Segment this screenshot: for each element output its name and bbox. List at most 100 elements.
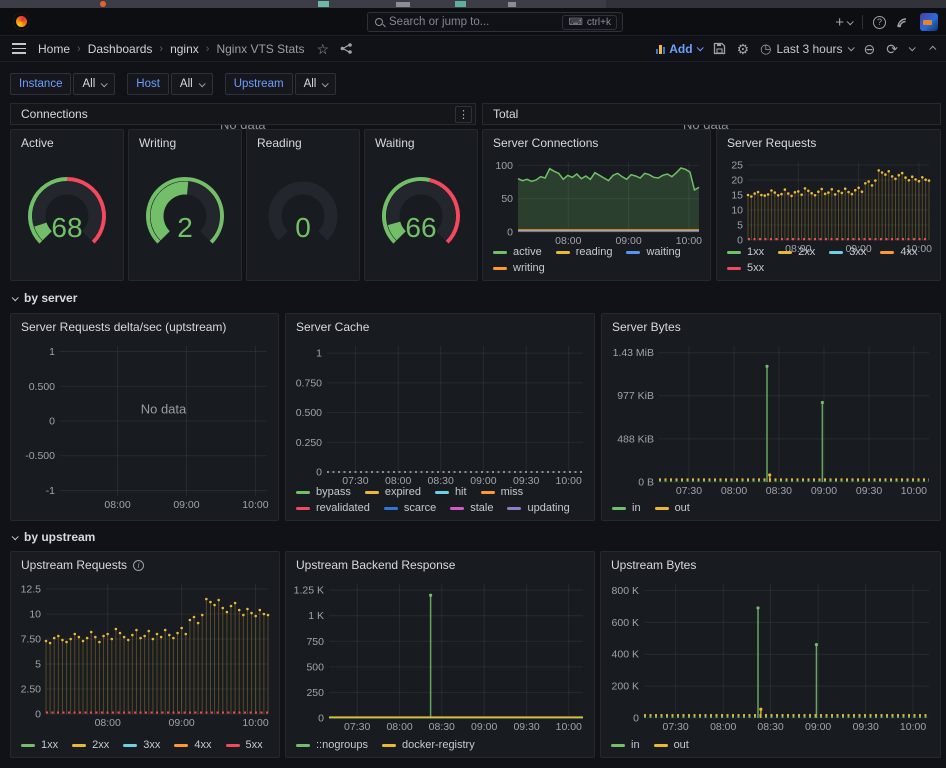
legend-item-1xx[interactable]: 1xx xyxy=(727,245,764,259)
breadcrumb-dashboards[interactable]: Dashboards xyxy=(88,42,153,56)
panel-upstream-requests[interactable]: Upstream Requests i 08:0009:0010:0002.50… xyxy=(10,551,280,758)
row-menu-icon[interactable]: ⋮ xyxy=(455,106,472,123)
new-button[interactable]: + xyxy=(835,15,852,30)
panel-title: Upstream Bytes xyxy=(611,558,696,572)
filter-host-label: Host xyxy=(127,73,169,95)
legend-color-dash xyxy=(296,744,310,747)
filter-instance-label: Instance xyxy=(10,73,71,95)
panel-server-requests-delta[interactable]: Server Requests delta/sec (uptstream) 08… xyxy=(10,313,279,521)
refresh-icon[interactable]: ⟳ xyxy=(886,42,898,56)
x-tick-label: 10:00 xyxy=(900,721,926,733)
y-tick-label: 15 xyxy=(731,190,743,202)
legend-item-miss[interactable]: miss xyxy=(481,485,524,499)
panel-gauge-writing[interactable]: Writing 2 xyxy=(128,129,242,281)
legend-color-dash xyxy=(450,507,464,510)
legend-color-dash xyxy=(727,251,741,254)
row-header-total[interactable]: Total xyxy=(482,103,941,125)
y-tick-label: 1 xyxy=(316,348,322,360)
legend-item-hit[interactable]: hit xyxy=(435,485,467,499)
gauge-value: 0 xyxy=(295,212,311,243)
filter-host-select[interactable]: All xyxy=(171,73,213,95)
legend-item-in[interactable]: in xyxy=(612,501,641,515)
y-tick-label: -0.500 xyxy=(25,450,55,462)
section-by-server[interactable]: by server xyxy=(12,291,77,305)
panel-gauge-active[interactable]: Active 68 xyxy=(10,129,124,281)
legend-item-docker-registry[interactable]: docker-registry xyxy=(382,738,475,752)
add-button[interactable]: Add xyxy=(656,42,702,56)
search-input[interactable]: Search or jump to... ⌨ctrl+k xyxy=(367,12,623,32)
row-header-connections[interactable]: Connections ⋮ xyxy=(10,103,476,125)
zoom-out-icon[interactable]: ⊖ xyxy=(864,42,876,56)
section-chevron-icon xyxy=(12,533,19,540)
info-icon[interactable]: i xyxy=(133,560,144,571)
filter-upstream-select[interactable]: All xyxy=(295,73,337,95)
panel-server-cache[interactable]: Server Cache 07:3008:0008:3009:0009:3010… xyxy=(285,313,595,521)
legend-item-4xx[interactable]: 4xx xyxy=(174,738,211,752)
menu-icon[interactable] xyxy=(12,43,26,54)
panel-server-requests[interactable]: Server Requests 08:0009:0010:00051015202… xyxy=(716,129,941,281)
help-icon[interactable]: ? xyxy=(873,16,886,29)
legend-color-dash xyxy=(296,491,310,494)
legend-item-expired[interactable]: expired xyxy=(365,485,421,499)
legend-item-updating[interactable]: updating xyxy=(507,501,569,515)
legend-item-5xx[interactable]: 5xx xyxy=(727,261,764,275)
panel-gauge-reading[interactable]: Reading 0 xyxy=(246,129,360,281)
grafana-logo[interactable] xyxy=(13,13,30,30)
collapse-chevron-icon[interactable] xyxy=(929,46,936,53)
legend-color-dash xyxy=(384,507,398,510)
y-tick-label: 0 xyxy=(507,227,513,239)
panel-title: Active xyxy=(21,136,54,150)
panel-server-connections[interactable]: Server Connections 08:0009:0010:00050100… xyxy=(482,129,711,281)
settings-icon[interactable]: ⚙ xyxy=(737,42,750,56)
legend-item-4xx[interactable]: 4xx xyxy=(880,245,917,259)
news-icon[interactable] xyxy=(896,16,910,28)
legend-item-writing[interactable]: writing xyxy=(493,261,545,275)
y-tick-label: 0.500 xyxy=(296,407,322,419)
legend-item-bypass[interactable]: bypass xyxy=(296,485,351,499)
panel-title: Upstream Backend Response xyxy=(296,558,455,572)
legend-item-in[interactable]: in xyxy=(611,738,640,752)
legend-item-active[interactable]: active xyxy=(493,245,542,259)
y-tick-label: 0 xyxy=(316,467,322,479)
panel-server-bytes[interactable]: Server Bytes 07:3008:0008:3009:0009:3010… xyxy=(601,313,941,521)
legend-color-dash xyxy=(654,744,668,747)
legend-item-out[interactable]: out xyxy=(654,738,689,752)
legend-item-scarce[interactable]: scarce xyxy=(384,501,436,515)
legend-item-stale[interactable]: stale xyxy=(450,501,493,515)
legend-item-reading[interactable]: reading xyxy=(556,245,613,259)
filter-host: Host All xyxy=(127,73,212,95)
panel-title: Server Connections xyxy=(493,136,598,150)
legend-item-::nogroups[interactable]: ::nogroups xyxy=(296,738,368,752)
panel-upstream-backend-response[interactable]: Upstream Backend Response 07:3008:0008:3… xyxy=(285,551,595,758)
filter-instance-select[interactable]: All xyxy=(73,73,115,95)
panel-title: Reading xyxy=(257,136,302,150)
x-tick-label: 09:30 xyxy=(513,721,539,733)
y-tick-label: -1 xyxy=(46,485,55,497)
user-avatar[interactable] xyxy=(920,13,938,31)
legend-color-dash xyxy=(493,251,507,254)
legend-item-2xx[interactable]: 2xx xyxy=(778,245,815,259)
panel-gauge-waiting[interactable]: Waiting 66 xyxy=(364,129,478,281)
star-icon[interactable]: ☆ xyxy=(316,42,329,56)
y-tick-label: 5 xyxy=(737,220,743,232)
legend-item-3xx[interactable]: 3xx xyxy=(123,738,160,752)
legend-item-revalidated[interactable]: revalidated xyxy=(296,501,370,515)
browser-favicon xyxy=(455,1,466,7)
panel-upstream-bytes[interactable]: Upstream Bytes 07:3008:0008:3009:0009:30… xyxy=(600,551,941,758)
save-icon[interactable] xyxy=(713,42,726,55)
legend-item-out[interactable]: out xyxy=(655,501,690,515)
x-tick-label: 08:00 xyxy=(710,721,736,733)
section-by-upstream[interactable]: by upstream xyxy=(12,530,95,544)
legend-item-waiting[interactable]: waiting xyxy=(626,245,680,259)
share-icon[interactable] xyxy=(339,42,353,55)
breadcrumb-folder[interactable]: nginx xyxy=(170,42,199,56)
legend-item-2xx[interactable]: 2xx xyxy=(72,738,109,752)
y-tick-label: 7.50 xyxy=(21,634,42,646)
legend-item-5xx[interactable]: 5xx xyxy=(226,738,263,752)
legend-item-1xx[interactable]: 1xx xyxy=(21,738,58,752)
legend-item-3xx[interactable]: 3xx xyxy=(829,245,866,259)
breadcrumb-home[interactable]: Home xyxy=(38,42,70,56)
legend-color-dash xyxy=(296,507,310,510)
time-range-picker[interactable]: ◷ Last 3 hours xyxy=(760,42,852,56)
refresh-interval-chevron-icon[interactable] xyxy=(909,44,916,51)
